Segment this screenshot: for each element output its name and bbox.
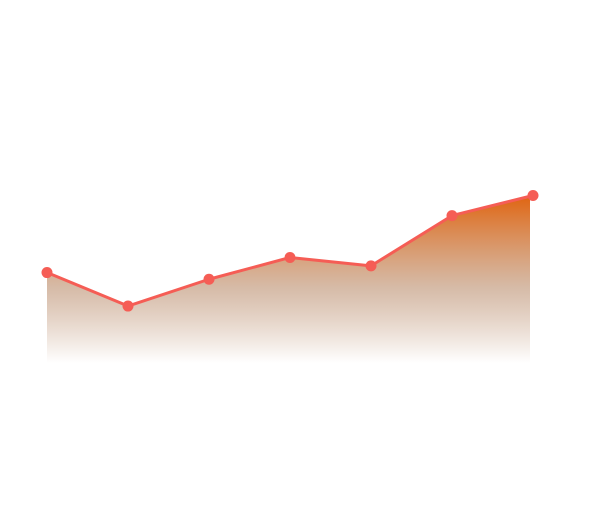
data-point-marker[interactable] [284, 251, 296, 263]
data-point-marker[interactable] [446, 210, 458, 222]
data-point-marker[interactable] [203, 273, 215, 285]
marker-layer [41, 190, 539, 312]
data-point-marker[interactable] [41, 267, 53, 279]
area-fill [47, 195, 530, 363]
data-point-marker[interactable] [122, 300, 134, 312]
data-point-marker[interactable] [527, 190, 539, 201]
data-point-marker[interactable] [365, 260, 377, 272]
area-fill-layer [47, 195, 530, 363]
